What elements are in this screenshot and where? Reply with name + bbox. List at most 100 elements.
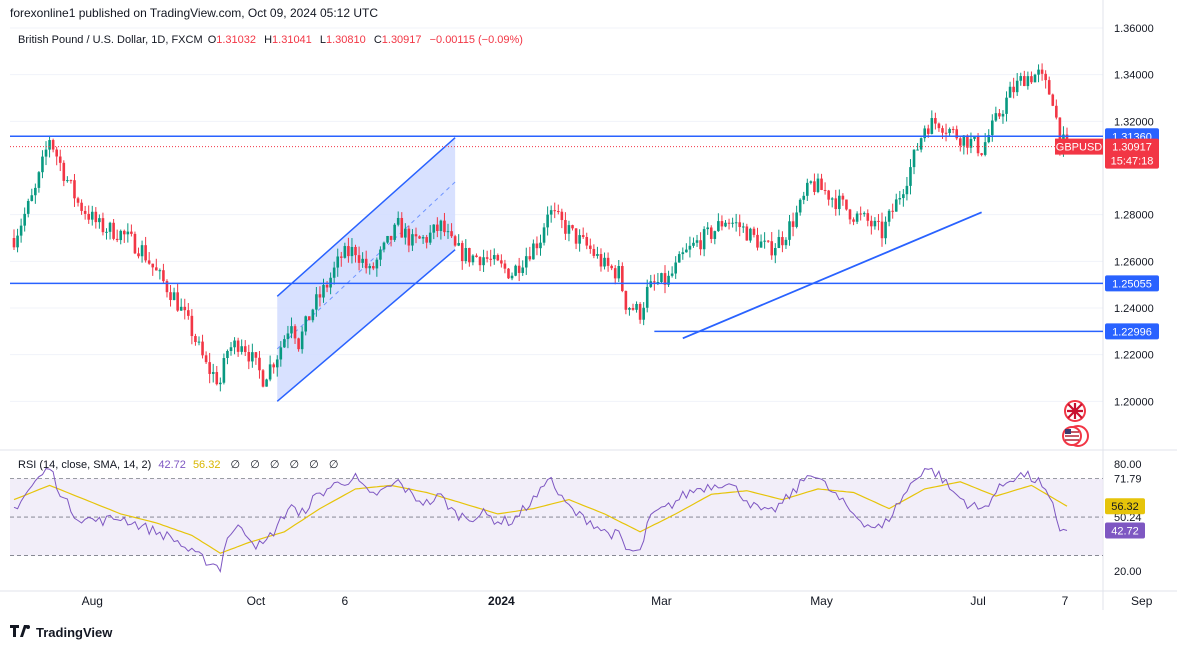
time-label: May — [810, 594, 833, 608]
candle — [912, 149, 916, 175]
tradingview-brand[interactable]: TradingView — [10, 624, 112, 640]
candle — [670, 266, 674, 278]
candle — [990, 114, 994, 142]
candle-body — [724, 222, 727, 227]
candle — [578, 229, 581, 252]
candle-body — [838, 195, 841, 210]
candle-body — [339, 256, 343, 258]
candle — [841, 193, 845, 206]
candle — [617, 259, 621, 283]
candle-body — [190, 315, 194, 337]
candle-body — [126, 231, 130, 235]
hidden-plot-icon[interactable]: ∅ — [309, 459, 319, 471]
candle — [749, 227, 752, 243]
candle — [247, 344, 251, 370]
candle-body — [709, 227, 713, 239]
candle — [923, 125, 927, 142]
symbol-tag — [1055, 138, 1103, 155]
candle — [524, 247, 528, 275]
candle — [197, 336, 201, 346]
candle — [286, 325, 290, 349]
candle — [980, 152, 983, 157]
rsi-legend: RSI (14, close, SMA, 14, 2) 42.72 56.32 … — [18, 458, 338, 471]
candle-body — [934, 118, 937, 124]
candle — [567, 220, 571, 242]
candle-body — [347, 246, 350, 257]
hidden-plot-icon[interactable]: ∅ — [250, 459, 260, 471]
trendline-drawing[interactable] — [682, 211, 982, 340]
candle — [400, 212, 404, 238]
candle — [300, 326, 304, 354]
candle — [823, 182, 827, 195]
candle — [69, 179, 73, 184]
hidden-plot-icon[interactable]: ∅ — [289, 459, 300, 471]
candle — [428, 225, 432, 245]
symbol-name[interactable]: British Pound / U.S. Dollar, 1D, FXCM — [18, 34, 203, 46]
candle-body — [76, 198, 80, 203]
hidden-plot-icon[interactable]: ∅ — [230, 459, 241, 471]
candle-body — [1051, 94, 1055, 106]
candle-body — [1030, 76, 1033, 83]
open-value: 1.31032 — [216, 34, 257, 46]
candle — [311, 308, 315, 323]
candle-body — [599, 254, 603, 267]
candle — [279, 341, 283, 367]
candle-body — [119, 230, 123, 241]
rsi-axis-label: 71.79 — [1114, 474, 1142, 486]
candle — [556, 204, 560, 215]
candle-body — [713, 231, 717, 239]
rsi-label[interactable]: RSI (14, close, SMA, 14, 2) — [18, 459, 152, 471]
candle — [290, 317, 293, 339]
candle-body — [973, 136, 976, 139]
rsi-value-tag — [1105, 498, 1145, 515]
price-axis[interactable]: 1.36000 1.34000 1.32000 1.28000 1.26000 1.240… — [1055, 23, 1159, 578]
candle — [720, 215, 724, 231]
event-flags[interactable] — [1062, 400, 1089, 447]
candle-body — [322, 284, 325, 298]
candle — [503, 259, 507, 274]
horizontal-levels[interactable] — [10, 135, 1103, 333]
candle — [560, 208, 564, 229]
rsi-value-tag — [1105, 522, 1145, 539]
candle — [251, 343, 254, 368]
hidden-plot-icon[interactable]: ∅ — [269, 459, 280, 471]
candle — [606, 252, 610, 272]
publisher-caption: forexonline1 published on TradingView.co… — [10, 6, 379, 20]
candle — [471, 254, 475, 266]
candle-body — [517, 265, 521, 273]
candle-body — [738, 222, 742, 228]
candle-body — [670, 273, 674, 276]
candle — [773, 243, 777, 264]
candle — [41, 150, 44, 179]
candle — [112, 218, 115, 241]
candle-body — [571, 225, 574, 229]
candle-body — [706, 227, 709, 230]
candle-body — [564, 220, 567, 234]
candle-body — [507, 268, 510, 279]
hidden-plot-icon[interactable]: ∅ — [328, 459, 339, 471]
candle — [233, 337, 236, 355]
candle-body — [941, 128, 944, 133]
candle — [535, 236, 539, 256]
candle — [731, 217, 734, 228]
candle — [105, 228, 108, 240]
candle-body — [741, 226, 745, 228]
candle-body — [702, 229, 706, 250]
candle-body — [357, 255, 361, 263]
price-tick-label: 1.26000 — [1114, 256, 1154, 268]
candle — [574, 228, 578, 250]
candle-body — [439, 220, 443, 231]
candle-body — [969, 138, 973, 148]
candle — [663, 265, 667, 294]
candle-body — [980, 153, 983, 155]
candle-body — [773, 248, 777, 256]
candle-body — [574, 228, 578, 244]
candle — [813, 173, 816, 196]
candle — [475, 253, 478, 258]
candle — [304, 315, 308, 336]
time-axis[interactable]: Aug Oct 6 2024 Mar May Jul Sep 7 — [82, 594, 1153, 608]
candle-body — [998, 113, 1001, 117]
candle-body — [162, 270, 165, 282]
candle-body — [19, 225, 23, 236]
